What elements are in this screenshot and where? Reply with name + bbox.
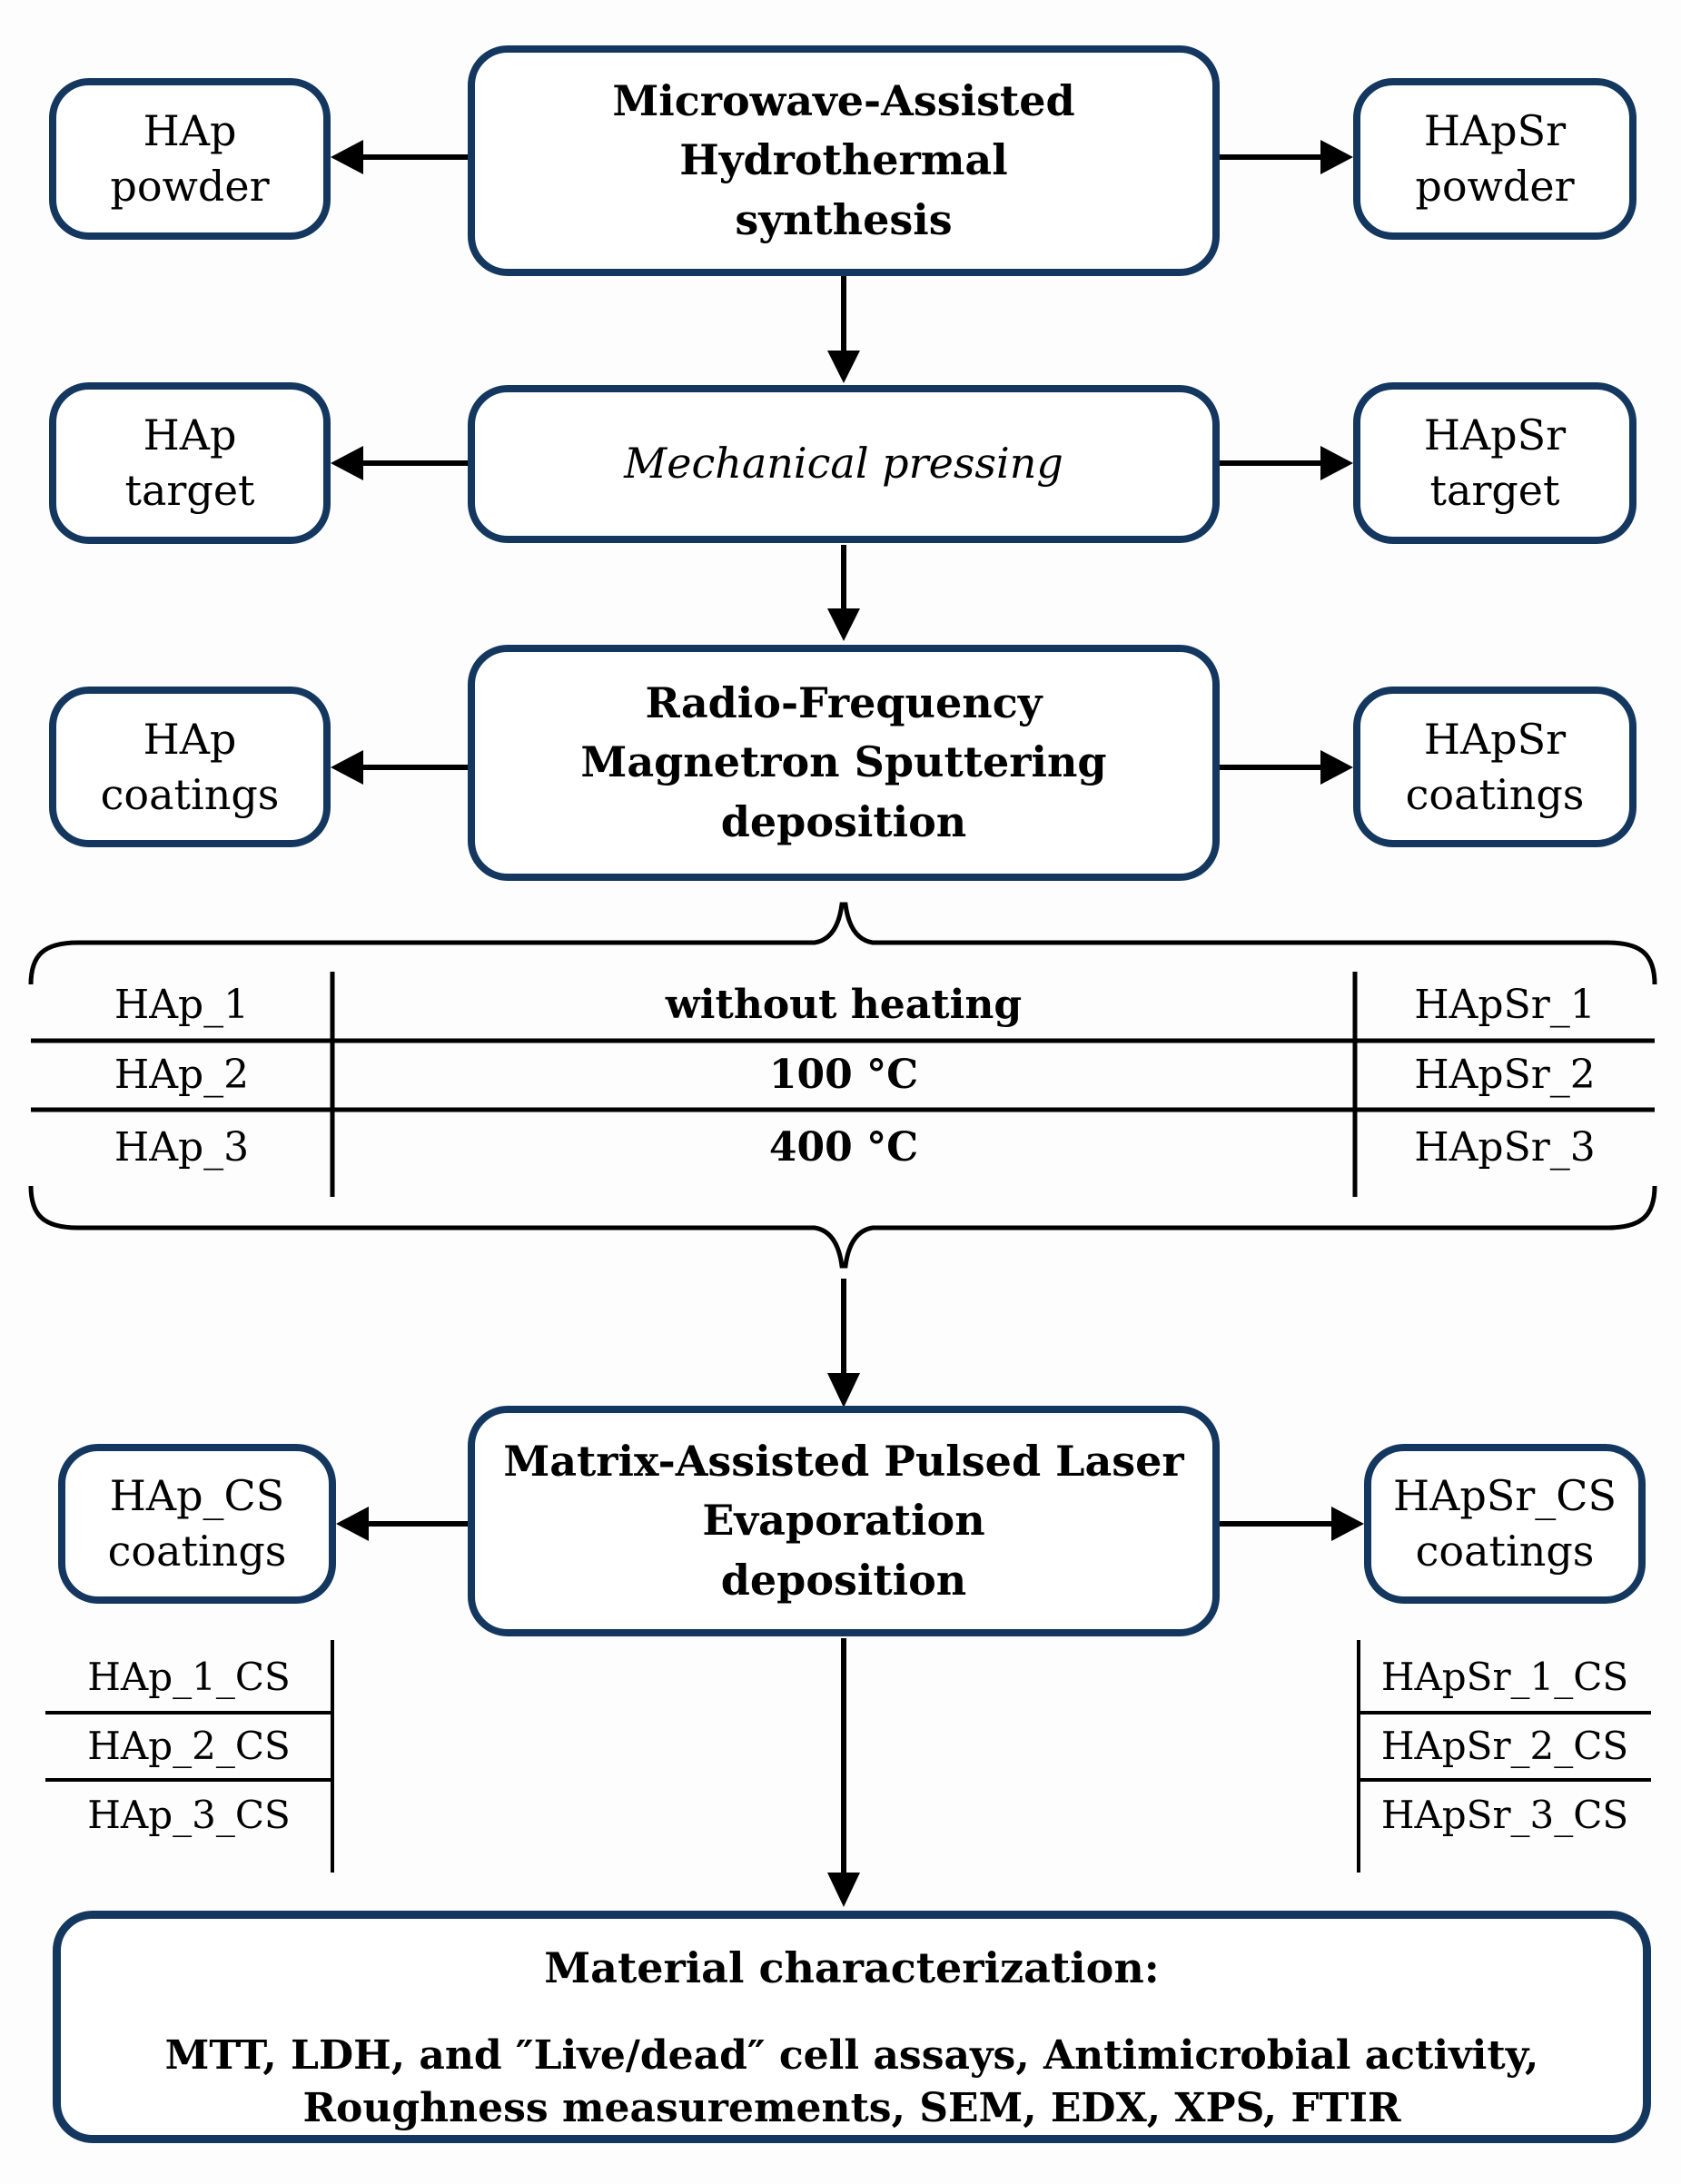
table-cell-heat-3: 400 °C bbox=[768, 1123, 919, 1171]
box-hapsr-powder: HApSr powder bbox=[1353, 78, 1637, 240]
table-cell-hapsr-3: HApSr_3 bbox=[1414, 1123, 1596, 1171]
box-hap-cs-coatings: HAp_CS coatings bbox=[58, 1444, 336, 1604]
arrow-synthesis-to-hapsr-powder bbox=[1218, 140, 1353, 174]
arrow-sputtering-to-hap-coatings bbox=[331, 750, 468, 785]
table-cell-heat-2: 100 °C bbox=[768, 1051, 919, 1098]
list-item-hap-2-cs: HAp_2_CS bbox=[87, 1723, 291, 1768]
arrow-pressing-to-hap-target bbox=[331, 446, 468, 480]
arrow-maple-to-hap-cs bbox=[336, 1507, 468, 1541]
arrow-synthesis-to-pressing bbox=[827, 274, 860, 383]
arrow-maple-to-hapsr-cs bbox=[1218, 1507, 1364, 1541]
arrow-pressing-to-sputtering bbox=[827, 545, 860, 641]
box-maple-deposition: Matrix-Assisted Pulsed Laser Evaporation… bbox=[468, 1406, 1220, 1636]
list-item-hapsr-2-cs: HApSr_2_CS bbox=[1380, 1723, 1629, 1768]
box-hap-coatings: HAp coatings bbox=[49, 687, 331, 847]
table-cell-hap-3: HAp_3 bbox=[114, 1123, 250, 1171]
list-item-hapsr-1-cs: HApSr_1_CS bbox=[1380, 1654, 1629, 1699]
box-mechanical-pressing: Mechanical pressing bbox=[468, 385, 1220, 543]
table-cell-hapsr-2: HApSr_2 bbox=[1414, 1051, 1596, 1098]
arrow-maple-to-characterization bbox=[827, 1638, 860, 1907]
arrow-sputtering-to-hapsr-coatings bbox=[1218, 750, 1353, 785]
arrow-pressing-to-hapsr-target bbox=[1218, 446, 1353, 480]
box-rf-magnetron-sputtering: Radio-Frequency Magnetron Sputtering dep… bbox=[468, 645, 1220, 881]
box-hap-target: HAp target bbox=[49, 382, 331, 544]
box-hydrothermal-synthesis: Microwave-Assisted Hydrothermal synthesi… bbox=[468, 45, 1220, 276]
table-cell-hapsr-1: HApSr_1 bbox=[1414, 981, 1596, 1028]
list-item-hap-1-cs: HAp_1_CS bbox=[87, 1654, 291, 1699]
brace-top bbox=[28, 902, 1657, 985]
characterization-assays-line: MTT, LDH, and ″Live/dead″ cell assays, A… bbox=[164, 2032, 1539, 2079]
arrow-synthesis-to-hap-powder bbox=[331, 140, 468, 174]
table-cell-hap-2: HAp_2 bbox=[114, 1051, 250, 1098]
brace-bottom bbox=[28, 1185, 1657, 1269]
characterization-methods-line: Roughness measurements, SEM, EDX, XPS, F… bbox=[302, 2085, 1401, 2131]
table-cell-hap-1: HAp_1 bbox=[114, 981, 250, 1028]
box-hapsr-cs-coatings: HApSr_CS coatings bbox=[1364, 1444, 1646, 1604]
box-material-characterization: Material characterization: MTT, LDH, and… bbox=[53, 1911, 1651, 2143]
box-hap-powder: HAp powder bbox=[49, 78, 331, 240]
box-hapsr-coatings: HApSr coatings bbox=[1353, 687, 1637, 847]
characterization-title: Material characterization: bbox=[544, 1943, 1160, 1992]
list-item-hapsr-3-cs: HApSr_3_CS bbox=[1380, 1792, 1629, 1837]
arrow-brace-to-maple bbox=[827, 1279, 860, 1408]
box-hapsr-target: HApSr target bbox=[1353, 382, 1637, 544]
list-item-hap-3-cs: HAp_3_CS bbox=[87, 1792, 291, 1837]
table-cell-heat-1: without heating bbox=[665, 981, 1023, 1028]
